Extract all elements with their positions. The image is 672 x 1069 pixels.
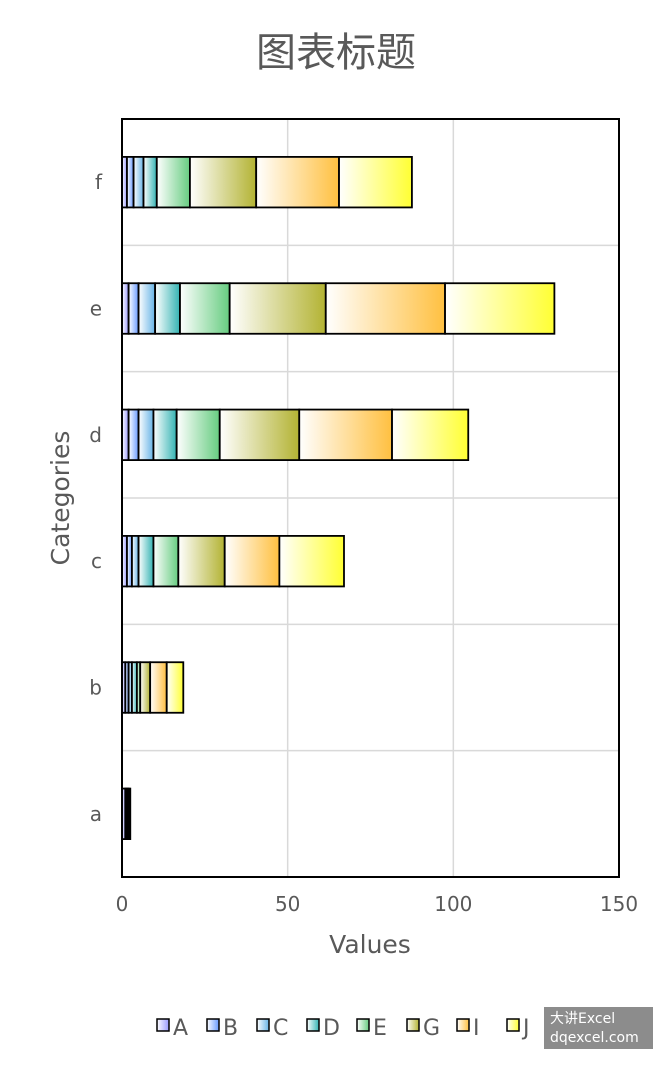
bar-e-C (137, 282, 157, 335)
bar-f-E (155, 155, 191, 209)
bar-c-E (152, 535, 180, 588)
x-tick-label: 150 (600, 892, 638, 916)
watermark-line2: dqexcel.com (550, 1030, 639, 1046)
x-tick-label: 100 (434, 892, 472, 916)
bar-b-G (139, 661, 152, 714)
bar-f-G (189, 155, 258, 209)
bar-d-G (218, 408, 301, 462)
legend-label: G (423, 1016, 440, 1041)
bar-c-I (223, 535, 281, 588)
legend-item-C: C (256, 1016, 288, 1041)
y-tick-label: e (90, 297, 102, 321)
y-tick-label: c (91, 549, 102, 573)
legend-swatch (156, 1018, 170, 1032)
x-axis-ticks: 0 50 100 150 (116, 892, 638, 916)
legend-swatch (506, 1018, 520, 1032)
legend-label: B (223, 1016, 238, 1041)
y-axis-ticks: a b c d e f (89, 170, 103, 826)
bar-e-J (444, 282, 556, 335)
watermark-line1: 大讲Excel (550, 1011, 615, 1027)
bar-f-J (338, 155, 413, 209)
bar-c-J (278, 535, 345, 588)
y-axis-title: Categories (46, 431, 75, 566)
x-tick-label: 0 (116, 892, 129, 916)
plot-area-border (121, 118, 620, 878)
legend-label: D (323, 1016, 340, 1041)
legend-item-D: D (306, 1016, 340, 1041)
bar-b-J (165, 661, 185, 714)
bar-d-J (391, 408, 470, 462)
bar-e-D (154, 282, 181, 335)
legend-label: A (173, 1016, 188, 1041)
legend-item-A: A (156, 1016, 188, 1041)
legend-item-J: J (506, 1016, 530, 1041)
bar-e-G (228, 282, 327, 335)
bars (121, 155, 556, 840)
bar-d-C (137, 408, 155, 462)
legend-swatch (356, 1018, 370, 1032)
bar-d-E (175, 408, 221, 462)
y-tick-label: a (90, 802, 102, 826)
legend-label: I (473, 1016, 480, 1041)
bar-c-C (131, 535, 140, 588)
legend-label: C (273, 1016, 288, 1041)
legend-item-I: I (456, 1016, 480, 1041)
bar-d-I (298, 408, 393, 462)
x-tick-label: 50 (275, 892, 300, 916)
legend-item-G: G (406, 1016, 440, 1041)
legend-swatch (256, 1018, 270, 1032)
bar-e-B (127, 282, 140, 335)
bar-c-G (177, 535, 226, 588)
legend-swatch (406, 1018, 420, 1032)
bar-f-B (126, 155, 135, 209)
bar-a-D (127, 787, 132, 840)
y-tick-label: b (89, 676, 102, 700)
bar-b-I (149, 661, 168, 714)
bar-c-D (137, 535, 155, 588)
y-tick-label: d (89, 423, 102, 447)
legend-swatch (306, 1018, 320, 1032)
bar-e-I (324, 282, 446, 335)
y-tick-label: f (95, 170, 103, 194)
legend-swatch (206, 1018, 220, 1032)
bar-d-B (127, 408, 140, 462)
legend-label: E (373, 1016, 387, 1041)
bar-d-D (152, 408, 178, 462)
bar-f-D (142, 155, 158, 209)
x-axis-title: Values (329, 930, 411, 959)
grid-lines (121, 119, 620, 877)
legend-item-B: B (206, 1016, 238, 1041)
legend-label: J (521, 1016, 530, 1041)
watermark: 大讲Excel dqexcel.com (544, 1007, 653, 1049)
bar-e-E (179, 282, 231, 335)
chart-title: 图表标题 (256, 30, 416, 76)
legend-swatch (456, 1018, 470, 1032)
legend-item-E: E (356, 1016, 387, 1041)
bar-f-I (255, 155, 340, 209)
bar-f-C (132, 155, 145, 209)
